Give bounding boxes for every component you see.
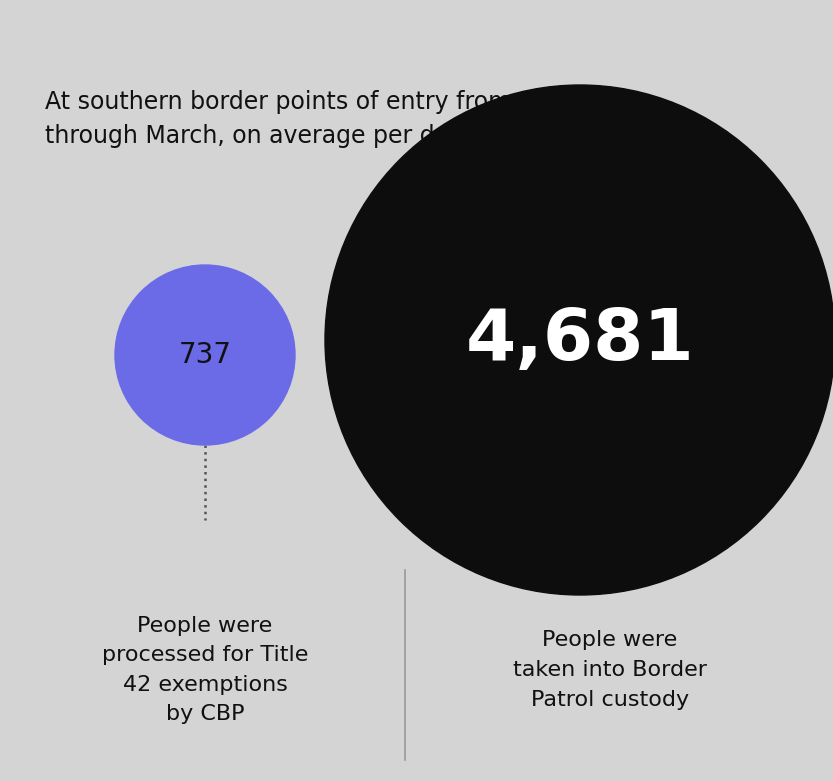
Text: 737: 737 (178, 341, 232, 369)
Text: People were
processed for Title
42 exemptions
by CBP: People were processed for Title 42 exemp… (102, 615, 308, 725)
Text: People were
taken into Border
Patrol custody: People were taken into Border Patrol cus… (513, 630, 707, 710)
Circle shape (115, 265, 295, 445)
Circle shape (325, 85, 833, 595)
Text: At southern border points of entry from January
through March, on average per da: At southern border points of entry from … (45, 90, 608, 148)
Text: 4,681: 4,681 (466, 305, 695, 375)
